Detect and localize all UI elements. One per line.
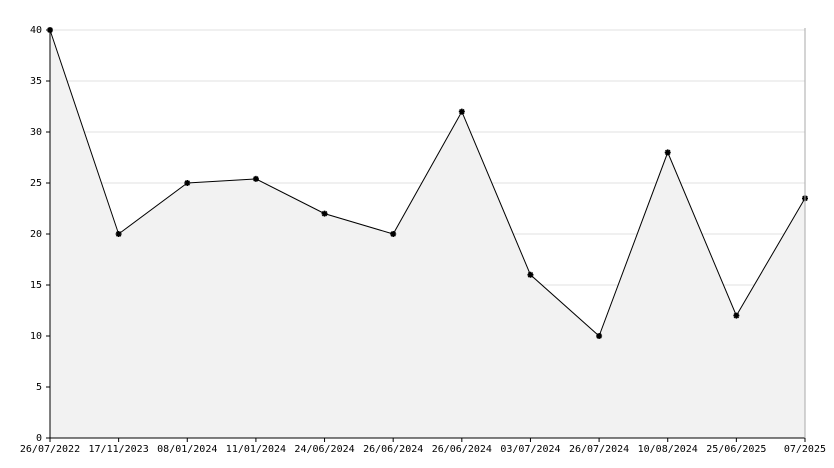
line — [49, 29, 806, 337]
point-marker — [252, 175, 259, 182]
point-marker — [321, 210, 328, 217]
x-tick-label: 08/01/2024 — [157, 444, 217, 455]
y-tick-label: 20 — [30, 229, 42, 240]
x-tick-label: 26/07/2022 — [20, 444, 80, 455]
y-tick-label: 30 — [30, 127, 42, 138]
x-tick-label: 26/06/2024 — [363, 444, 423, 455]
point-marker — [596, 333, 603, 339]
point-marker — [115, 231, 122, 237]
y-tick-label: 35 — [30, 76, 42, 87]
y-tick-label: 10 — [30, 331, 42, 342]
x-tick-label: 11/01/2024 — [226, 444, 286, 455]
x-tick-label: 17/11/2023 — [89, 444, 149, 455]
point-marker — [390, 231, 397, 237]
x-tick-label: 24/06/2024 — [294, 444, 354, 455]
point-marker — [664, 149, 671, 156]
y-tick-label: 5 — [36, 382, 42, 393]
area-fill — [50, 30, 805, 438]
x-tick-label: 26/06/2024 — [432, 444, 492, 455]
y-tick-label: 0 — [36, 433, 42, 444]
x-tick-label: 07/2025 — [784, 444, 826, 455]
point-marker — [733, 312, 740, 319]
y-tick-label: 25 — [30, 178, 42, 189]
point-marker — [458, 108, 465, 115]
x-tick-label: 03/07/2024 — [500, 444, 560, 455]
x-tick-label: 26/07/2024 — [569, 444, 629, 455]
x-tick-label: 25/06/2025 — [706, 444, 766, 455]
y-tick-label: 15 — [30, 280, 42, 291]
y-tick-label: 40 — [30, 25, 42, 36]
x-tick-label: 10/08/2024 — [638, 444, 698, 455]
point-marker — [527, 271, 534, 278]
point-marker — [184, 180, 191, 186]
